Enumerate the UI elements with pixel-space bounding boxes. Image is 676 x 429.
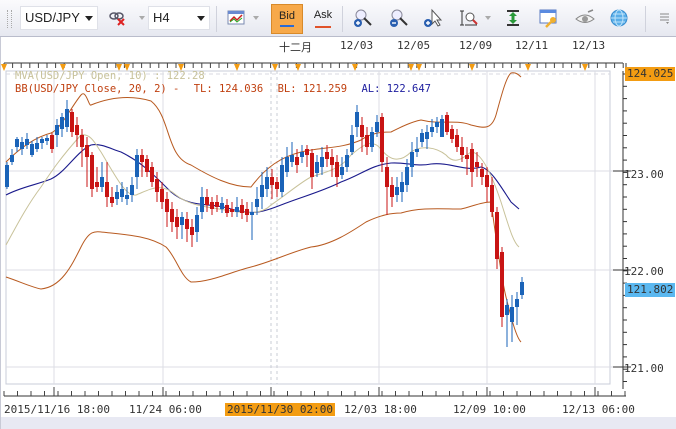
top-date-label: 12/03 [340,39,374,52]
eye-button[interactable] [572,5,598,31]
ask-button[interactable]: Ask [309,4,337,34]
cursor-zoom-icon [424,8,443,27]
toolbar: USD/JPY H4 Bid Ask [0,0,676,37]
time-axis-label: 2015/11/16 18:00 [4,403,110,416]
bb-top-line: TL: 124.036 [193,83,264,95]
bb-legend: BB(USD/JPY Close, 20, 2) - TL: 124.036 B… [15,83,431,95]
zoom-in-icon [354,9,372,27]
time-axis-label: 12/03 18:00 [344,403,417,416]
time-axis-label: 12/13 06:00 [562,403,635,416]
chart-window[interactable]: 十二月 12/03 12/05 12/09 12/11 12/13 [0,37,676,429]
top-date-label: 12/05 [397,39,431,52]
price-axis-label: 123.00 [624,168,664,181]
bb-average-line: AL: 122.647 [361,83,431,95]
chevron-down-icon[interactable] [253,16,259,20]
window-key-icon [539,9,557,28]
link-remove-icon [109,12,125,26]
crosshair-time-label: 2015/11/30 02:00 [225,403,335,416]
bb-bottom-line: BL: 121.259 [277,83,348,95]
top-date-label: 12/13 [572,39,606,52]
timeframe-value: H4 [153,10,170,25]
current-price-marker: 121.802 [625,283,676,297]
divider [216,6,217,32]
overflow-menu-button[interactable] [652,5,676,31]
chart-canvas [1,62,676,429]
chevron-down-icon[interactable] [139,16,145,20]
time-axis-label: 11/24 06:00 [129,403,202,416]
top-date-label: 十二月 [279,41,312,54]
time-axis-label: 12/09 10:00 [453,403,526,416]
zoom-in-button[interactable] [350,5,376,31]
chart-type-button[interactable] [223,5,249,31]
top-date-label: 12/09 [459,39,493,52]
timeframe-select[interactable]: H4 [148,6,210,30]
chevron-down-icon [197,16,205,21]
toolbar-grip[interactable] [7,10,12,28]
menu-overflow-icon [660,13,669,24]
symbol-select[interactable]: USD/JPY [20,6,98,30]
globe-button[interactable] [606,5,632,31]
mva-legend: MVA(USD/JPY Open, 10) : 122.28 [15,70,205,82]
eye-icon [575,9,595,23]
chevron-down-icon [85,16,93,21]
ask-underline [315,26,331,28]
bb-name: BB(USD/JPY Close, 20, 2) - [15,83,180,95]
top-date-label: 12/11 [515,39,549,52]
bid-button[interactable]: Bid [271,4,303,34]
zoom-out-icon [390,9,408,27]
bid-label: Bid [279,10,295,22]
divider [645,6,646,32]
zoom-out-button[interactable] [386,5,412,31]
window-key-button[interactable] [536,5,562,31]
globe-icon [610,9,628,27]
range-zoom-icon [460,10,478,26]
vertical-fit-icon [507,10,519,26]
cursor-zoom-button[interactable] [420,5,446,31]
chevron-down-icon[interactable] [485,16,491,20]
price-axis-label: 121.00 [624,362,664,375]
symbol-value: USD/JPY [25,10,80,25]
price-axis-label: 122.00 [624,265,664,278]
divider [342,6,343,32]
high-price-marker: 124.025 [625,67,676,81]
bid-underline [280,25,294,27]
link-remove-button[interactable] [104,5,130,31]
chart-type-icon [227,10,245,25]
range-zoom-button[interactable] [456,5,482,31]
vertical-fit-button[interactable] [500,5,526,31]
ask-label: Ask [313,9,333,21]
